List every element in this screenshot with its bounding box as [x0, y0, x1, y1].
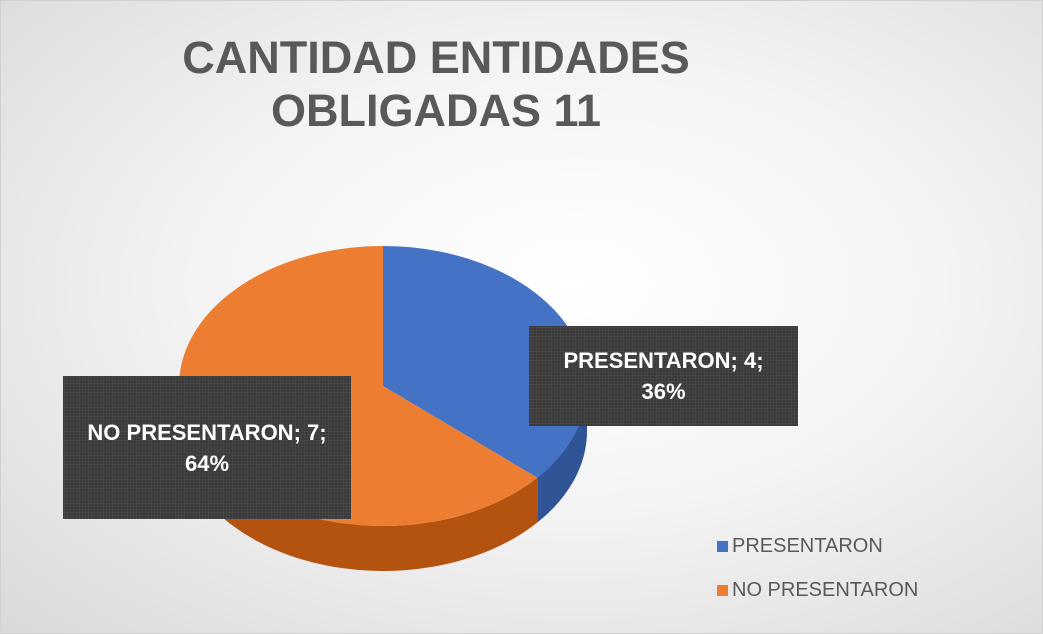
data-label: PRESENTARON; 4; 36%: [529, 326, 798, 426]
legend-label: PRESENTARON: [732, 535, 883, 557]
slice-side: [537, 386, 587, 523]
legend-swatch: [717, 585, 728, 596]
legend-item: NO PRESENTARON: [717, 579, 918, 602]
chart-title: CANTIDAD ENTIDADES OBLIGADAS 11: [182, 32, 690, 136]
slice-side: [179, 386, 538, 571]
data-label: NO PRESENTARON; 7; 64%: [63, 376, 351, 519]
legend-swatch: [717, 541, 728, 552]
legend-label: NO PRESENTARON: [732, 579, 919, 601]
legend-item: PRESENTARON: [717, 535, 883, 558]
